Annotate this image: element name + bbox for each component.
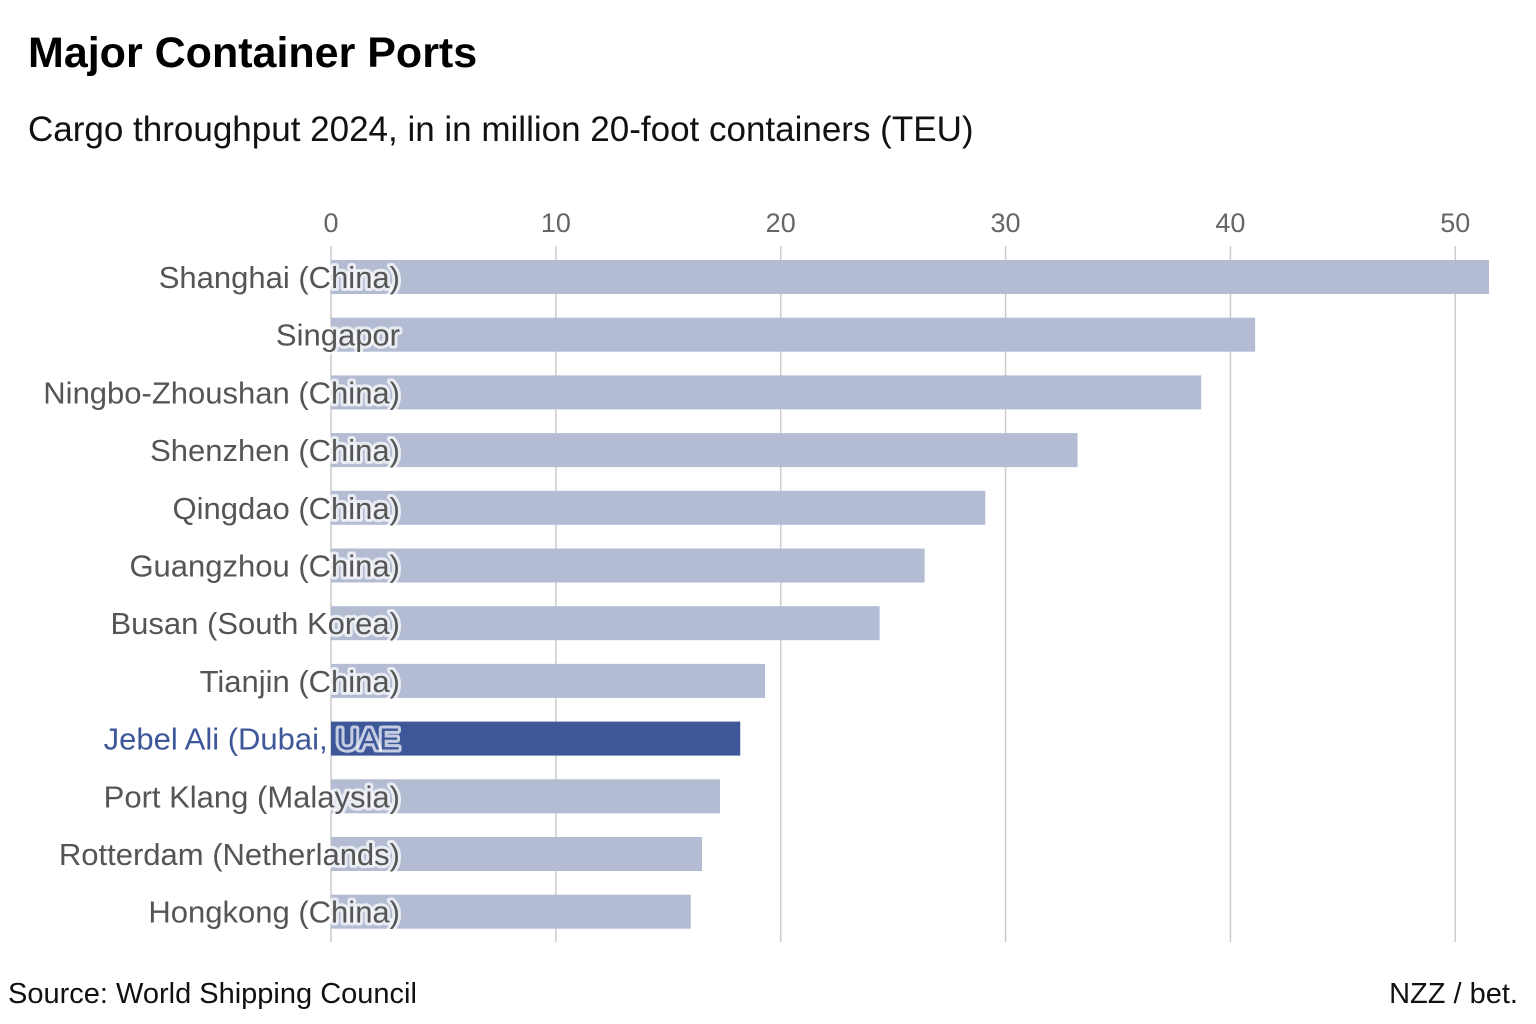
bar-11 (331, 894, 691, 929)
bar-5 (331, 548, 925, 583)
x-tick-label: 0 (323, 208, 338, 238)
bar-6 (331, 606, 880, 641)
category-label: Port Klang (Malaysia) (104, 779, 400, 814)
source-note: Source: World Shipping Council (8, 978, 417, 1010)
x-tick-label: 20 (766, 208, 796, 238)
category-label: Rotterdam (Netherlands) (59, 837, 400, 872)
x-tick-label: 10 (541, 208, 571, 238)
chart-subtitle: Cargo throughput 2024, in in million 20-… (28, 110, 974, 149)
category-label: Shenzhen (China) (150, 433, 400, 468)
x-tick-label: 50 (1440, 208, 1470, 238)
category-label: Singapor (276, 318, 400, 353)
category-label: Shanghai (China) (159, 260, 400, 295)
bar-2 (331, 375, 1202, 410)
x-tick-label: 30 (991, 208, 1021, 238)
bar-4 (331, 490, 986, 525)
bar-9 (331, 779, 720, 814)
category-label: Jebel Ali (Dubai, UAE (104, 722, 400, 757)
chart-title: Major Container Ports (28, 29, 478, 77)
category-label: Busan (South Korea) (110, 606, 400, 641)
category-label: Qingdao (China) (173, 491, 400, 526)
credit-note: NZZ / bet. (1389, 978, 1518, 1010)
bar-8 (331, 721, 741, 756)
bar-10 (331, 837, 703, 871)
category-label: Ningbo-Zhoushan (China) (43, 375, 400, 410)
category-label: Tianjin (China) (200, 664, 400, 699)
category-label: Guangzhou (China) (129, 549, 400, 584)
bar-0 (331, 260, 1489, 294)
x-tick-label: 40 (1215, 208, 1245, 238)
category-label: Hongkong (China) (148, 895, 400, 930)
bar-1 (331, 317, 1256, 352)
bar-3 (331, 433, 1078, 468)
bar-7 (331, 663, 765, 698)
